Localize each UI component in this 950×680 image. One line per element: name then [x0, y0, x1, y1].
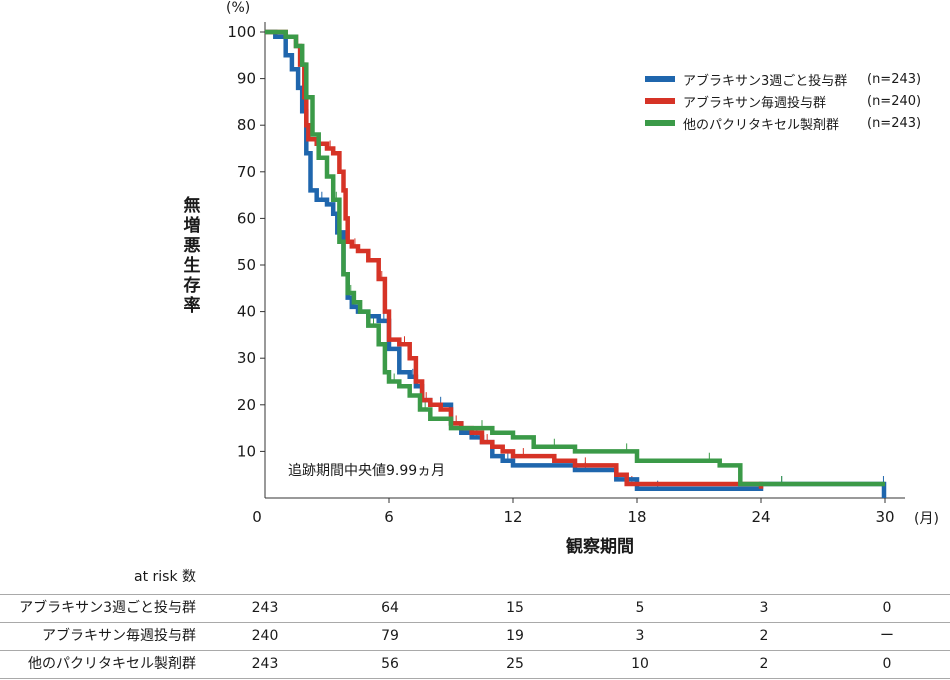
y-tick-label: 20	[237, 396, 256, 414]
legend-label: 他のパクリタキセル製剤群	[683, 117, 840, 133]
at-risk-value: ー	[880, 628, 894, 644]
at-risk-value: 56	[381, 656, 399, 672]
at-risk-row-label: 他のパクリタキセル製剤群	[28, 656, 196, 672]
y-tick-label: 80	[237, 116, 256, 134]
y-axis-title-char: 無	[183, 196, 201, 216]
survival-curve-1	[265, 29, 887, 498]
legend-swatch-blue	[645, 76, 675, 82]
at-risk-value: 2	[759, 656, 769, 672]
at-risk-value: 2	[759, 628, 769, 644]
at-risk-value: 25	[506, 656, 524, 672]
at-risk-value: 0	[882, 600, 892, 616]
legend-item: アブラキサン毎週投与群 (n=240)	[645, 90, 921, 112]
x-tick-label: 24	[751, 508, 770, 526]
x-tick-label: 6	[384, 508, 394, 526]
at-risk-value: 0	[882, 656, 892, 672]
y-tick-label: 100	[227, 23, 256, 41]
y-axis-title-char: 生	[183, 256, 201, 276]
y-axis-title: 無増悪生存率	[180, 196, 204, 316]
x-tick-label: 30	[875, 508, 894, 526]
y-tick-label: 90	[237, 70, 256, 88]
at-risk-value: 79	[381, 628, 399, 644]
y-tick-label: 70	[237, 163, 256, 181]
at-risk-value: 10	[631, 656, 649, 672]
legend-swatch-green	[645, 120, 675, 126]
km-chart: 10 20 30 40 50 60 70 80 90 100 0 6 12 18 24 30	[227, 22, 905, 526]
at-risk-row: アブラキサン毎週投与群 240 79 19 3 2 ー	[0, 622, 950, 650]
legend-item: 他のパクリタキセル製剤群 (n=243)	[645, 112, 921, 134]
y-axis-title-char: 率	[183, 296, 201, 316]
y-tick-label: 50	[237, 256, 256, 274]
median-followup-annotation: 追跡期間中央値9.99ヵ月	[288, 463, 446, 479]
at-risk-value: 15	[506, 600, 524, 616]
y-unit-label: (%)	[226, 0, 251, 16]
y-tick-label: 30	[237, 349, 256, 367]
legend-n: (n=240)	[867, 93, 922, 109]
legend-label: アブラキサン毎週投与群	[683, 95, 827, 111]
at-risk-row: 他のパクリタキセル製剤群 243 56 25 10 2 0	[0, 650, 950, 679]
y-tick-label: 60	[237, 209, 256, 227]
at-risk-value: 19	[506, 628, 524, 644]
at-risk-row: アブラキサン3週ごと投与群 243 64 15 5 3 0	[0, 594, 950, 622]
survival-curve-3	[265, 29, 885, 487]
at-risk-value: 243	[251, 656, 279, 672]
chart-legend: アブラキサン3週ごと投与群 (n=243) アブラキサン毎週投与群 (n=240…	[645, 68, 921, 134]
at-risk-header: at risk 数	[133, 569, 196, 585]
x-tick-label: 0	[252, 508, 262, 526]
legend-n: (n=243)	[867, 115, 922, 131]
at-risk-value: 240	[251, 628, 279, 644]
at-risk-row-label: アブラキサン3週ごと投与群	[19, 600, 196, 616]
y-axis-title-char: 増	[183, 216, 201, 236]
x-tick-label: 12	[503, 508, 522, 526]
x-axis-title: 観察期間	[566, 537, 634, 557]
at-risk-value: 3	[759, 600, 769, 616]
legend-swatch-red	[645, 98, 675, 104]
legend-item: アブラキサン3週ごと投与群 (n=243)	[645, 68, 921, 90]
y-axis-title-char: 存	[183, 276, 201, 296]
at-risk-value: 243	[251, 600, 279, 616]
y-axis-title-char: 悪	[183, 236, 201, 256]
y-tick-label: 10	[237, 442, 256, 460]
legend-label: アブラキサン3週ごと投与群	[683, 73, 848, 89]
at-risk-value: 5	[635, 600, 645, 616]
at-risk-value: 3	[635, 628, 645, 644]
x-tick-label: 18	[627, 508, 646, 526]
x-unit-label: (月)	[914, 511, 939, 527]
y-tick-label: 40	[237, 303, 256, 321]
at-risk-row-label: アブラキサン毎週投与群	[42, 628, 196, 644]
legend-n: (n=243)	[867, 71, 922, 87]
at-risk-value: 64	[381, 600, 399, 616]
